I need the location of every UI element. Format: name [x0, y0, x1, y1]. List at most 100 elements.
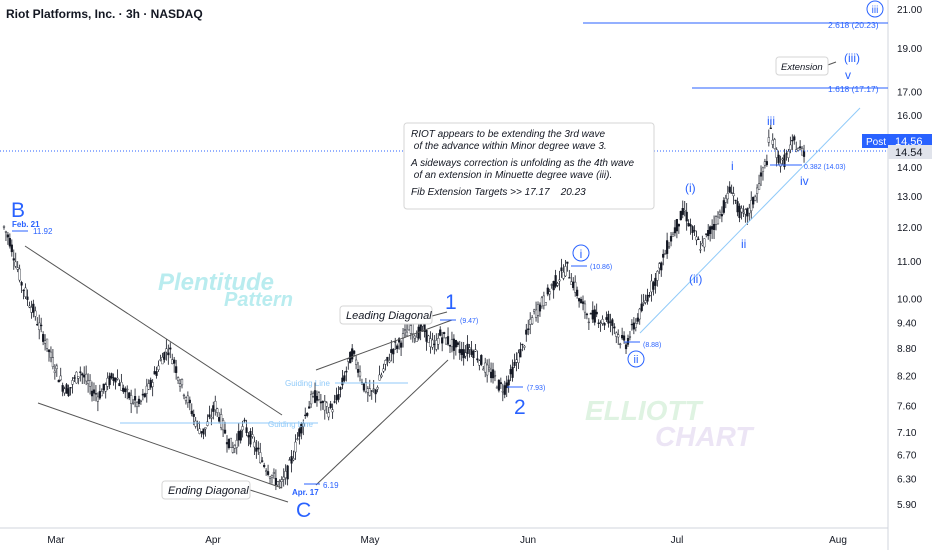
candle-body: [759, 172, 763, 177]
apr17-price-label: 6.19: [323, 481, 339, 490]
candle-body: [274, 477, 277, 486]
candle-body: [112, 377, 115, 381]
candle-body: [221, 420, 225, 431]
candle-body: [689, 224, 692, 227]
candle-body: [601, 319, 604, 324]
candle-body: [399, 342, 403, 348]
wave-label-small-iii: iii: [767, 114, 775, 128]
wave-label-small-v: v: [845, 68, 851, 82]
leading-diagonal-callout[interactable]: Leading Diagonal: [339, 305, 433, 325]
candle-body: [26, 296, 29, 300]
candle-body: [116, 377, 119, 380]
candle-body: [501, 391, 504, 393]
candle-body: [263, 464, 266, 467]
candle-body: [597, 322, 600, 324]
candle-body: [182, 394, 186, 397]
candle-body: [781, 158, 784, 161]
candle-body: [669, 236, 673, 242]
candle-body: [495, 387, 499, 389]
annotation-line-3: A sideways correction is unfolding as th…: [410, 158, 635, 169]
wave-label-C: C: [296, 499, 311, 522]
ending-diagonal-callout[interactable]: Ending Diagonal: [161, 480, 251, 500]
candle-body: [169, 347, 172, 350]
candle-body: [28, 305, 31, 308]
candle-body: [785, 153, 788, 155]
candle-body: [362, 383, 366, 391]
candle-body: [200, 431, 203, 434]
candle-body: [128, 392, 131, 399]
candle-body: [712, 224, 716, 230]
candle-body: [114, 377, 117, 383]
candle-body: [124, 388, 127, 393]
price-tick-label: 6.30: [897, 474, 917, 485]
candle-body: [133, 395, 137, 401]
candle-body: [247, 434, 250, 438]
candle-body: [711, 226, 714, 230]
candle-body: [681, 208, 684, 215]
candle-body: [491, 369, 495, 379]
candle-body: [96, 396, 99, 402]
candle-body: [630, 323, 634, 326]
ending-diagonal-lower: [37, 402, 283, 489]
candle-body: [188, 399, 191, 404]
candle-body: [53, 370, 56, 374]
apr17-date-label: Apr. 17: [292, 488, 319, 497]
candle-body: [42, 334, 45, 342]
candle-body: [356, 369, 360, 373]
candle-body: [88, 380, 92, 387]
extension-callout[interactable]: Extension: [775, 56, 829, 76]
candle-body: [32, 303, 35, 313]
candle-body: [707, 230, 710, 237]
candle-body: [313, 390, 317, 403]
candle-body: [574, 281, 577, 293]
time-axis[interactable]: Mar Apr May Jun Jul Aug: [47, 535, 847, 546]
annotation-box[interactable]: RIOT appears to be extending the 3rd wav…: [403, 122, 655, 210]
candle-body: [268, 476, 272, 479]
candle-body: [45, 338, 49, 349]
candle-body: [619, 343, 622, 345]
candle-body: [624, 344, 628, 350]
wave-label-B: B: [11, 199, 25, 222]
candle-body: [757, 183, 761, 190]
candle-body: [761, 167, 765, 172]
candle-body: [470, 349, 473, 355]
candle-body: [536, 304, 540, 316]
candle-body: [392, 348, 395, 355]
candle-body: [611, 319, 614, 326]
candle-body: [151, 382, 154, 387]
candle-body: [642, 302, 645, 304]
candle-body: [319, 401, 322, 404]
candle-body: [763, 161, 767, 166]
candle-body: [787, 151, 790, 158]
candle-body: [171, 359, 174, 364]
candle-body: [464, 352, 467, 357]
candle-body: [120, 381, 123, 391]
candle-body: [550, 284, 553, 286]
candle-body: [472, 351, 475, 359]
candle-body: [750, 200, 753, 211]
wave-label-small-i: i: [731, 159, 734, 173]
candle-body: [253, 441, 256, 448]
candle-body: [486, 364, 489, 376]
candle-body: [519, 349, 522, 358]
candle-body: [24, 287, 27, 297]
candle-body: [468, 347, 471, 350]
candle-body: [143, 393, 146, 397]
callout-pointer-leading: [431, 311, 448, 317]
candle-body: [427, 335, 430, 344]
candle-body: [431, 339, 434, 348]
candle-body: [378, 374, 381, 381]
price-axis[interactable]: 21.00 19.00 17.00 16.00 14.00 13.00 12.00 11.00…: [897, 5, 922, 511]
candle-body: [589, 313, 592, 315]
candle-body: [354, 359, 358, 365]
candle-body: [568, 277, 571, 279]
candle-body: [482, 368, 485, 371]
candle-body: [622, 335, 626, 341]
candle-body: [474, 349, 477, 352]
candle-body: [71, 380, 74, 385]
candle-body: [382, 368, 385, 372]
candle-body: [562, 271, 565, 279]
ending-diagonal-text: Ending Diagonal: [168, 485, 249, 497]
candle-body: [394, 341, 397, 343]
